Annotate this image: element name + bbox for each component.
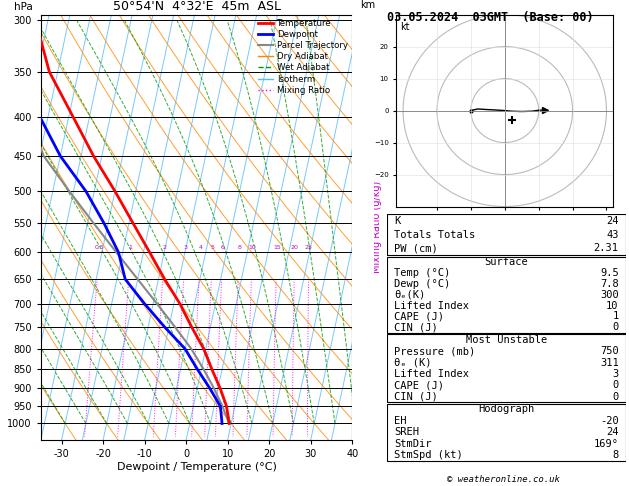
Text: SREH: SREH [394, 427, 419, 437]
Text: 0: 0 [613, 380, 619, 390]
Text: Lifted Index: Lifted Index [394, 300, 469, 311]
Text: -5: -5 [360, 231, 369, 240]
Text: 311: 311 [600, 358, 619, 367]
Text: K: K [394, 216, 400, 226]
Text: 24: 24 [606, 216, 619, 226]
Text: LCL: LCL [353, 413, 370, 422]
Text: θₑ (K): θₑ (K) [394, 358, 431, 367]
Text: 8: 8 [237, 245, 241, 250]
Text: Pressure (mb): Pressure (mb) [394, 346, 476, 356]
Text: θₑ(K): θₑ(K) [394, 290, 425, 300]
Text: 25: 25 [305, 245, 313, 250]
Text: 5: 5 [211, 245, 214, 250]
Text: 7.8: 7.8 [600, 279, 619, 289]
Text: StmDir: StmDir [394, 439, 431, 449]
Text: 20: 20 [291, 245, 299, 250]
Text: -20: -20 [600, 416, 619, 426]
Text: Most Unstable: Most Unstable [465, 335, 547, 345]
Text: 3: 3 [613, 369, 619, 379]
Text: © weatheronline.co.uk: © weatheronline.co.uk [447, 474, 560, 484]
Text: -4: -4 [360, 270, 369, 278]
Text: -1: -1 [360, 379, 369, 388]
Legend: Temperature, Dewpoint, Parcel Trajectory, Dry Adiabat, Wet Adiabat, Isotherm, Mi: Temperature, Dewpoint, Parcel Trajectory… [258, 19, 348, 95]
Text: 6: 6 [221, 245, 225, 250]
Text: 03.05.2024  03GMT  (Base: 00): 03.05.2024 03GMT (Base: 00) [387, 11, 593, 24]
Bar [387, 214, 626, 255]
Text: -8: -8 [360, 73, 369, 82]
Text: 43: 43 [606, 229, 619, 240]
Text: 10: 10 [606, 300, 619, 311]
Text: hPa: hPa [14, 2, 33, 13]
Text: ASL: ASL [360, 27, 378, 37]
X-axis label: Dewpoint / Temperature (°C): Dewpoint / Temperature (°C) [116, 462, 277, 471]
Text: kt: kt [401, 22, 410, 32]
Text: CIN (J): CIN (J) [394, 322, 438, 332]
Text: km: km [360, 0, 375, 10]
Text: 8: 8 [613, 451, 619, 460]
Text: StmSpd (kt): StmSpd (kt) [394, 451, 463, 460]
Text: 2: 2 [162, 245, 166, 250]
Text: Lifted Index: Lifted Index [394, 369, 469, 379]
Title: 50°54'N  4°32'E  45m  ASL: 50°54'N 4°32'E 45m ASL [113, 0, 281, 14]
Text: 0.5: 0.5 [94, 245, 104, 250]
Text: -7: -7 [360, 137, 369, 146]
Text: 3: 3 [183, 245, 187, 250]
Text: Mixing Ratio (g/kg): Mixing Ratio (g/kg) [372, 181, 382, 273]
Text: Temp (°C): Temp (°C) [394, 268, 450, 278]
Text: Totals Totals: Totals Totals [394, 229, 476, 240]
Bar [387, 334, 626, 402]
Text: Surface: Surface [484, 257, 528, 267]
Text: 2.31: 2.31 [594, 243, 619, 253]
Bar [387, 403, 626, 461]
Text: Dewp (°C): Dewp (°C) [394, 279, 450, 289]
Text: 9.5: 9.5 [600, 268, 619, 278]
Text: 0: 0 [613, 322, 619, 332]
Text: 300: 300 [600, 290, 619, 300]
Text: 4: 4 [198, 245, 203, 250]
Text: 24: 24 [606, 427, 619, 437]
Text: 15: 15 [273, 245, 281, 250]
Text: -2: -2 [360, 342, 369, 351]
Text: -6: -6 [360, 186, 369, 195]
Text: 10: 10 [248, 245, 256, 250]
Bar [387, 257, 626, 333]
Text: 169°: 169° [594, 439, 619, 449]
Text: 0: 0 [613, 392, 619, 401]
Text: 750: 750 [600, 346, 619, 356]
Text: CIN (J): CIN (J) [394, 392, 438, 401]
Text: 1: 1 [613, 312, 619, 321]
Text: Hodograph: Hodograph [478, 404, 535, 415]
Text: PW (cm): PW (cm) [394, 243, 438, 253]
Text: EH: EH [394, 416, 406, 426]
Text: CAPE (J): CAPE (J) [394, 312, 444, 321]
Text: -3: -3 [360, 307, 369, 315]
Text: CAPE (J): CAPE (J) [394, 380, 444, 390]
Text: 1: 1 [129, 245, 133, 250]
